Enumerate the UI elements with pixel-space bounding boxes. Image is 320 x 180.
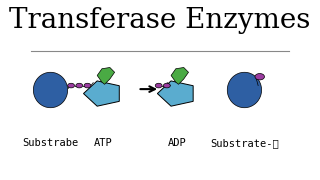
Text: ATP: ATP xyxy=(94,138,113,148)
Polygon shape xyxy=(84,81,119,106)
Text: Transferase Enzymes: Transferase Enzymes xyxy=(9,7,311,34)
Circle shape xyxy=(68,83,75,88)
Text: ADP: ADP xyxy=(168,138,187,148)
Text: Substrabe: Substrabe xyxy=(22,138,79,148)
Polygon shape xyxy=(97,68,115,84)
Ellipse shape xyxy=(33,72,68,108)
Circle shape xyxy=(255,73,265,80)
Ellipse shape xyxy=(227,72,261,108)
Polygon shape xyxy=(157,81,193,106)
Circle shape xyxy=(155,83,162,88)
Circle shape xyxy=(164,83,170,88)
Text: Substrate-Ⓟ: Substrate-Ⓟ xyxy=(210,138,279,148)
Polygon shape xyxy=(171,68,188,84)
Circle shape xyxy=(84,83,91,88)
Circle shape xyxy=(76,83,83,88)
